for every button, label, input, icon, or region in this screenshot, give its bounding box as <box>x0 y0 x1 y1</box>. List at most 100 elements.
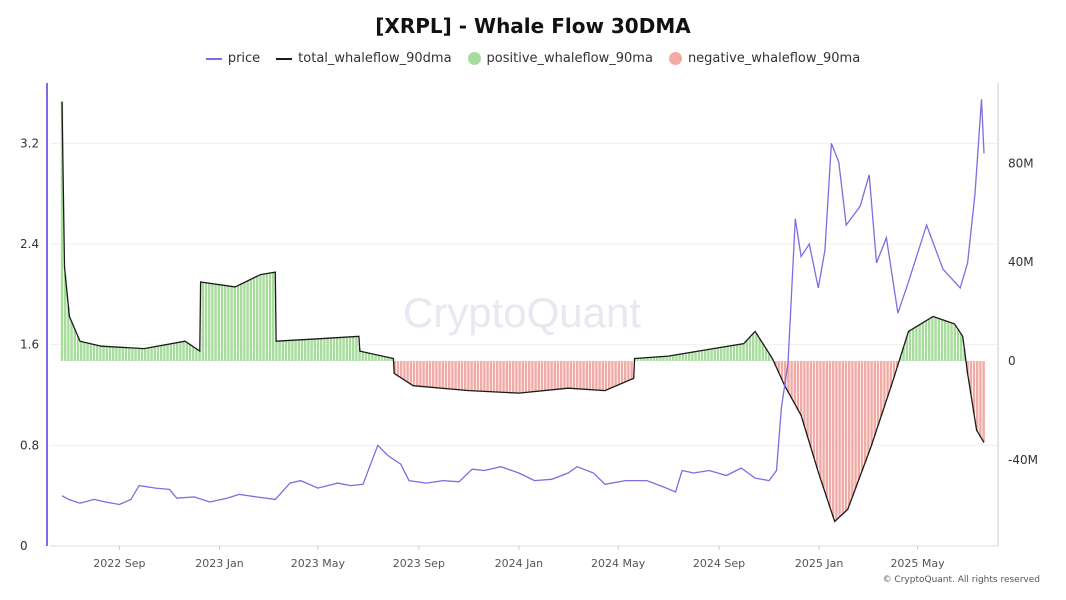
negative-whaleflow-bar <box>630 361 633 380</box>
positive-whaleflow-bar <box>918 324 921 361</box>
positive-whaleflow-bar <box>358 348 361 361</box>
legend-item-negative[interactable]: negative_whaleflow_90ma <box>668 51 860 66</box>
positive-whaleflow-bar <box>195 348 198 361</box>
negative-whaleflow-bar <box>892 361 896 378</box>
positive-whaleflow-bar <box>240 283 243 361</box>
positive-whaleflow-bar <box>144 348 147 361</box>
negative-whaleflow-bar <box>896 361 899 368</box>
positive-whaleflow-bar <box>185 342 188 361</box>
positive-whaleflow-bar <box>720 347 723 361</box>
negative-whaleflow-bar <box>835 361 838 520</box>
positive-whaleflow-bar <box>729 345 732 361</box>
positive-whaleflow-bar <box>233 286 236 361</box>
negative-whaleflow-bar <box>790 361 793 399</box>
legend-label-positive: positive_whaleflow_90ma <box>486 51 653 66</box>
positive-whaleflow-bar <box>275 341 278 361</box>
negative-whaleflow-bar <box>444 361 448 389</box>
positive-whaleflow-bar <box>160 345 163 361</box>
negative-whaleflow-bar <box>531 361 534 392</box>
negative-whaleflow-bar <box>576 361 579 389</box>
positive-whaleflow-bar <box>921 322 924 361</box>
positive-whaleflow-bar <box>716 347 720 361</box>
negative-whaleflow-bar <box>502 361 505 393</box>
positive-whaleflow-bar <box>726 346 729 361</box>
positive-whaleflow-bar <box>166 344 169 361</box>
positive-whaleflow-bar <box>265 273 268 361</box>
positive-whaleflow-bar <box>121 347 124 361</box>
negative-whaleflow-bar <box>467 361 470 391</box>
positive-whaleflow-bar <box>86 342 89 361</box>
positive-whaleflow-bar <box>905 336 908 361</box>
positive-whaleflow-bar <box>163 344 166 361</box>
positive-whaleflow-bar <box>352 336 355 361</box>
negative-whaleflow-bar <box>569 361 572 389</box>
positive-whaleflow-bar <box>329 337 332 361</box>
positive-whaleflow-bar <box>176 342 179 361</box>
negative-whaleflow-bar <box>886 361 889 397</box>
positive-whaleflow-bar <box>339 337 342 361</box>
negative-whaleflow-bar <box>470 361 473 391</box>
x-tick-label: 2024 Sep <box>693 557 745 570</box>
positive-whaleflow-bar <box>761 343 764 361</box>
positive-whaleflow-bar <box>89 343 92 361</box>
positive-whaleflow-bar <box>323 338 326 361</box>
positive-whaleflow-bar <box>172 343 176 361</box>
negative-whaleflow-bar <box>976 361 979 432</box>
negative-whaleflow-bar <box>489 361 492 392</box>
positive-whaleflow-bar <box>224 285 227 361</box>
legend-item-total[interactable]: total_whaleflow_90dma <box>276 51 452 66</box>
legend-item-positive[interactable]: positive_whaleflow_90ma <box>467 51 653 66</box>
positive-whaleflow-bar <box>640 358 643 361</box>
negative-whaleflow-bar <box>550 361 553 390</box>
positive-whaleflow-bar <box>688 352 691 361</box>
negative-whaleflow-bar <box>547 361 550 391</box>
positive-whaleflow-bar <box>963 349 966 361</box>
positive-whaleflow-bar <box>928 318 931 361</box>
positive-whaleflow-bar <box>659 356 662 361</box>
negative-whaleflow-bar <box>508 361 512 393</box>
positive-whaleflow-bar <box>684 353 688 361</box>
negative-whaleflow-bar <box>515 361 518 393</box>
negative-whaleflow-bar <box>595 361 598 391</box>
watermark: CryptoQuant <box>403 289 641 336</box>
y-left-tick-label: 0.8 <box>20 438 39 452</box>
positive-whaleflow-bar <box>310 339 313 361</box>
negative-whaleflow-bar <box>572 361 576 389</box>
negative-whaleflow-bar <box>566 361 569 389</box>
legend-item-price[interactable]: price <box>205 51 260 66</box>
total-whaleflow-line <box>61 101 985 523</box>
positive-whaleflow-bar <box>96 345 99 361</box>
positive-whaleflow-bar <box>665 356 668 361</box>
negative-whaleflow-bar <box>483 361 486 392</box>
negative-whaleflow-bar <box>432 361 435 388</box>
negative-whaleflow-bar <box>883 361 886 407</box>
negative-whaleflow-bar <box>585 361 588 390</box>
positive-whaleflow-bar <box>236 285 240 361</box>
negative-whaleflow-bar <box>563 361 566 389</box>
negative-whaleflow-bar <box>521 361 524 393</box>
negative-whaleflow-bar <box>822 361 825 489</box>
positive-whaleflow-bar <box>710 348 713 361</box>
x-tick-label: 2022 Sep <box>93 557 145 570</box>
negative-whaleflow-bar <box>864 361 867 463</box>
positive-whaleflow-bar <box>915 326 918 361</box>
price-line <box>61 99 985 506</box>
positive-whaleflow-bar <box>297 339 300 361</box>
positive-whaleflow-bar <box>99 345 102 361</box>
negative-whaleflow-bar <box>422 361 425 387</box>
positive-whaleflow-bar <box>748 336 752 361</box>
positive-whaleflow-bar <box>713 348 716 361</box>
negative-whaleflow-bar <box>624 361 627 382</box>
negative-whaleflow-bar <box>828 361 832 508</box>
positive-whaleflow-bar <box>230 286 233 361</box>
positive-whaleflow-bar <box>300 339 304 361</box>
positive-whaleflow-bar <box>179 342 182 361</box>
negative-whaleflow-bar <box>425 361 428 387</box>
negative-whaleflow-bar <box>832 361 835 518</box>
positive-whaleflow-bar <box>908 330 912 361</box>
positive-whaleflow-bar <box>953 324 956 361</box>
positive-whaleflow-bar <box>156 346 160 361</box>
positive-whaleflow-bar <box>652 357 656 361</box>
negative-whaleflow-bar <box>579 361 582 389</box>
positive-whaleflow-bar <box>316 338 320 361</box>
